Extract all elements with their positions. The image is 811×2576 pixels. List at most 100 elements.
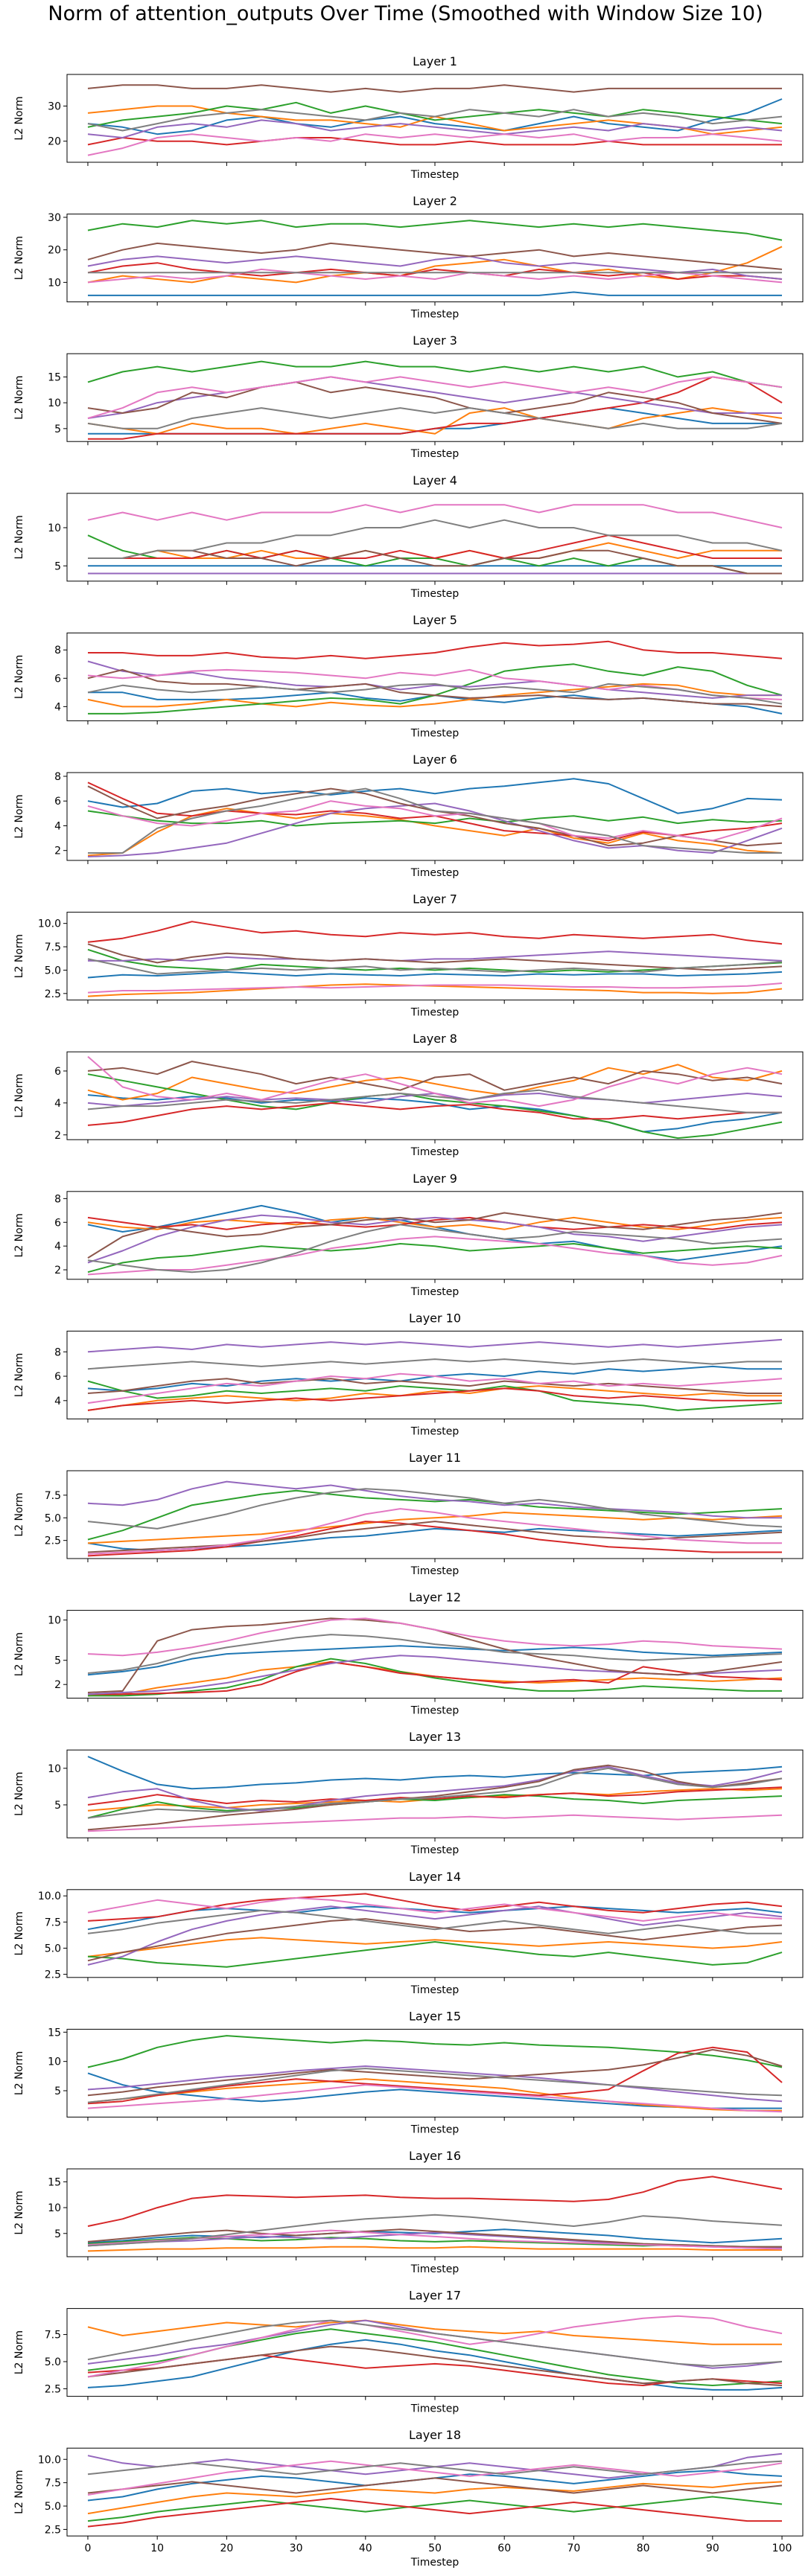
- series-line: [87, 1480, 782, 1519]
- series-line: [87, 802, 783, 857]
- y-tick-label: 7.5: [45, 1490, 61, 1502]
- series-line: [87, 683, 782, 708]
- y-tick-label: 15: [48, 2176, 61, 2188]
- y-tick-label: 10.0: [38, 918, 61, 930]
- series-line: [87, 109, 783, 132]
- panel-layer-6: Layer 6 2 4 6 8 Timestep L2 Norm: [13, 752, 804, 879]
- y-tick-label: 15: [48, 2027, 61, 2039]
- x-axis-label: Timestep: [410, 2403, 459, 2415]
- y-tick-label: 10: [48, 1763, 61, 1775]
- x-tick-label: 60: [497, 2543, 511, 2554]
- y-axis-label: L2 Norm: [13, 2470, 25, 2514]
- panel-title: Layer 5: [413, 613, 457, 627]
- y-axis-label: L2 Norm: [13, 1632, 25, 1676]
- y-axis-label: L2 Norm: [13, 2330, 25, 2374]
- series-line: [87, 268, 783, 284]
- panel-layer-3: Layer 3 5 10 15 Timestep L2 Norm: [13, 333, 804, 460]
- series-line: [87, 2319, 782, 2345]
- x-tick-label: 20: [220, 2543, 233, 2554]
- series-line: [87, 1794, 783, 1819]
- series-line: [87, 778, 783, 814]
- series-line: [87, 1064, 783, 1101]
- series-line: [87, 407, 783, 429]
- y-tick-label: 4: [54, 1098, 61, 1110]
- y-tick-label: 8: [54, 1346, 61, 1358]
- series-line: [87, 2339, 783, 2391]
- series-line: [88, 950, 783, 962]
- series-line: [87, 137, 782, 146]
- y-tick-label: 5: [54, 1655, 61, 1667]
- axes-frame: [66, 1191, 804, 1280]
- x-axis-label: Timestep: [410, 1007, 459, 1019]
- x-axis-label: Timestep: [410, 309, 459, 321]
- panel-title: Layer 13: [409, 1730, 461, 1744]
- panel-title: Layer 6: [413, 752, 457, 767]
- series-line: [87, 943, 783, 971]
- y-axis-label: L2 Norm: [13, 1353, 25, 1397]
- series-line: [88, 549, 782, 575]
- series-line: [87, 1786, 783, 1806]
- panel-title: Layer 10: [409, 1311, 461, 1325]
- y-tick-label: 15: [48, 371, 61, 383]
- y-axis-label: L2 Norm: [13, 376, 25, 420]
- panel-layer-10: Layer 10 4 6 8 Timestep L2 Norm: [13, 1311, 804, 1437]
- y-tick-label: 5.0: [45, 1943, 61, 1955]
- series-line: [87, 255, 783, 280]
- series-line: [87, 1909, 782, 1934]
- series-line: [87, 2065, 783, 2103]
- x-tick-label: 40: [359, 2543, 372, 2554]
- series-line: [88, 407, 782, 435]
- series-line: [87, 1055, 783, 1108]
- y-tick-label: 6: [54, 1066, 61, 1078]
- series-line: [87, 376, 782, 419]
- x-axis-label: Timestep: [410, 169, 459, 181]
- series-line: [87, 1918, 783, 1962]
- y-tick-label: 2: [54, 1679, 61, 1691]
- panel-title: Layer 17: [409, 2289, 461, 2303]
- series-line: [87, 2319, 783, 2367]
- series-line: [87, 683, 783, 705]
- series-line: [87, 1102, 782, 1126]
- series-line: [88, 640, 783, 659]
- y-tick-label: 4: [54, 1241, 61, 1253]
- y-tick-label: 7.5: [45, 2330, 61, 2342]
- series-line: [87, 1365, 782, 1392]
- axes-frame: [66, 632, 804, 721]
- series-line: [87, 2046, 783, 2105]
- series-line: [87, 1893, 783, 1922]
- x-tick-label: 30: [290, 2543, 303, 2554]
- y-tick-label: 5.0: [45, 2356, 61, 2368]
- series-line: [87, 810, 783, 827]
- series-line: [87, 84, 782, 93]
- y-tick-label: 8: [54, 1193, 61, 1205]
- series-line: [87, 983, 783, 997]
- y-tick-label: 6: [54, 673, 61, 685]
- series-line: [87, 1372, 783, 1404]
- panel-layer-15: Layer 15 5 10 15 Timestep L2 Norm: [13, 2009, 804, 2135]
- series-line: [87, 1617, 783, 1657]
- y-tick-label: 7.5: [45, 2478, 61, 2490]
- panel-layer-8: Layer 8 2 4 6 Timestep L2 Norm: [13, 1032, 804, 1158]
- series-line: [88, 291, 782, 296]
- axes-frame: [66, 2308, 804, 2397]
- axes-frame: [66, 1749, 804, 1838]
- x-tick-label: 0: [85, 2543, 92, 2554]
- y-tick-label: 10.0: [38, 1891, 61, 1902]
- y-tick-label: 2.5: [45, 1969, 61, 1981]
- y-tick-label: 5: [54, 424, 61, 435]
- y-tick-label: 5.0: [45, 1512, 61, 1524]
- panel-layer-9: Layer 9 2 4 6 8 Timestep L2 Norm: [13, 1172, 804, 1298]
- panel-layer-14: Layer 14 2.5 5.0 7.5 10.0 Timestep L2 Norm: [13, 1870, 804, 1996]
- y-tick-label: 2.5: [45, 1535, 61, 1547]
- series-line: [87, 1385, 782, 1411]
- x-tick-label: 90: [706, 2543, 719, 2554]
- y-tick-label: 5.0: [45, 965, 61, 977]
- x-tick-label: 50: [428, 2543, 442, 2554]
- series-line: [87, 262, 783, 280]
- series-line: [87, 1358, 782, 1370]
- series-line: [87, 2035, 783, 2068]
- y-tick-label: 10: [48, 522, 61, 534]
- series-line: [87, 1061, 783, 1091]
- y-tick-label: 5: [54, 2228, 61, 2240]
